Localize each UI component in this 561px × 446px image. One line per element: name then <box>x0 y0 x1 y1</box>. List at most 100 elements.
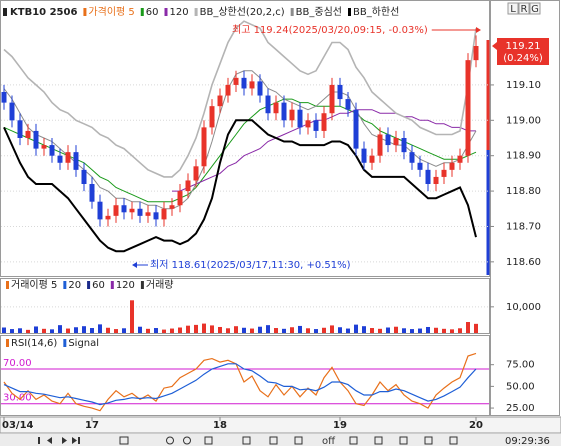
panel-button[interactable] <box>507 2 519 15</box>
candle-body <box>1 92 7 103</box>
volume-bar <box>434 327 438 333</box>
volume-bar <box>370 328 374 333</box>
y-tick-label: 119.00 <box>506 115 541 126</box>
volume-bar <box>402 328 406 333</box>
volume-bar <box>114 329 118 333</box>
tool-button[interactable] <box>424 436 433 445</box>
volume-bar <box>306 328 310 333</box>
volume-bar <box>330 325 334 333</box>
candle-body <box>273 102 279 114</box>
candle-body <box>433 176 439 184</box>
axis-panel <box>490 0 560 416</box>
panel-button-label[interactable]: L <box>510 4 516 15</box>
candle-body <box>321 113 327 131</box>
title-marker <box>3 8 7 16</box>
volume-bar <box>138 326 142 333</box>
tool-button[interactable] <box>399 436 408 445</box>
y-tick-label: 25.00 <box>506 403 535 414</box>
volume-bar <box>50 329 54 333</box>
first-button[interactable] <box>38 437 40 444</box>
candle-body <box>201 127 207 167</box>
volume-bar <box>282 328 286 333</box>
volume-bar <box>410 329 414 333</box>
level-label: 70.00 <box>3 358 32 369</box>
y-tick-label: 50.00 <box>506 381 535 392</box>
volume-bar <box>218 326 222 333</box>
volume-bar <box>146 328 150 333</box>
tool-button[interactable] <box>294 436 303 445</box>
volume-bar <box>474 323 478 333</box>
panel-button[interactable] <box>518 2 530 15</box>
panel-button-label[interactable]: R <box>521 4 528 15</box>
candle-body <box>305 120 311 128</box>
volume-bar <box>226 328 230 333</box>
prev-button[interactable] <box>47 437 52 444</box>
volume-bar <box>354 324 358 333</box>
tool-button[interactable] <box>204 436 213 445</box>
toolbar-icons[interactable] <box>38 436 458 445</box>
toolbar <box>0 434 561 446</box>
tool-button[interactable] <box>242 436 251 445</box>
panel-button-label[interactable]: G <box>531 4 539 15</box>
volume-bar <box>266 325 270 333</box>
volume-bar <box>242 327 246 333</box>
legend-label: 20 <box>68 280 81 291</box>
volume-bar <box>186 325 190 333</box>
volume-bar <box>34 326 38 333</box>
chart-title: KTB10 2506 <box>10 7 77 18</box>
candle-body <box>81 169 87 184</box>
y-tick-label: 75.00 <box>506 360 535 371</box>
candle-body <box>121 205 127 213</box>
candle-body <box>209 106 215 128</box>
volume-bar <box>378 328 382 333</box>
candle-body <box>57 155 63 163</box>
panel-button[interactable] <box>529 2 541 15</box>
candle-body <box>449 162 455 170</box>
candle-body <box>345 99 351 110</box>
zoom-in[interactable] <box>183 436 191 445</box>
legend-label: BB_하한선 <box>353 5 399 18</box>
legend-swatch <box>63 281 67 289</box>
volume-bar <box>322 327 326 333</box>
y-tick-label: 118.90 <box>506 151 541 162</box>
legend-swatch <box>140 281 144 289</box>
volume-bar <box>418 328 422 333</box>
volume-bar <box>202 323 206 333</box>
volume-bar <box>394 326 398 333</box>
volume-bar <box>258 326 262 333</box>
volume-bar <box>58 325 62 333</box>
next-button[interactable] <box>62 437 67 444</box>
candle-body <box>105 215 111 220</box>
x-tick-label: 17 <box>85 420 99 431</box>
candle-body <box>457 155 463 163</box>
candle-body <box>193 166 199 181</box>
volume-panel <box>0 278 490 334</box>
tool-button[interactable] <box>119 436 129 445</box>
legend-label: 120 <box>116 280 135 291</box>
volume-bar <box>178 327 182 333</box>
candle-body <box>129 208 135 213</box>
tool-button[interactable] <box>449 436 458 445</box>
candle-body <box>9 102 15 121</box>
toggle-label[interactable]: off <box>322 436 336 446</box>
tool-button[interactable] <box>349 436 358 445</box>
zoom-out[interactable] <box>166 436 174 445</box>
candle-body <box>353 109 359 149</box>
candle-body <box>217 95 223 107</box>
candle-body <box>89 184 95 202</box>
clock: 09:29:36 <box>505 436 550 446</box>
price-tag <box>497 38 549 65</box>
volume-bar <box>298 325 302 333</box>
candle-body <box>97 201 103 220</box>
x-tick-label: 20 <box>469 420 483 431</box>
candle-body <box>33 130 39 149</box>
tool-button[interactable] <box>269 436 278 445</box>
candle-body <box>473 46 479 61</box>
legend-swatch <box>6 339 9 347</box>
y-tick-label: 118.80 <box>506 186 541 197</box>
candle-body <box>137 208 143 216</box>
tool-button[interactable] <box>374 436 383 445</box>
x-tick-label: 18 <box>213 420 227 431</box>
last-button[interactable] <box>72 437 80 444</box>
